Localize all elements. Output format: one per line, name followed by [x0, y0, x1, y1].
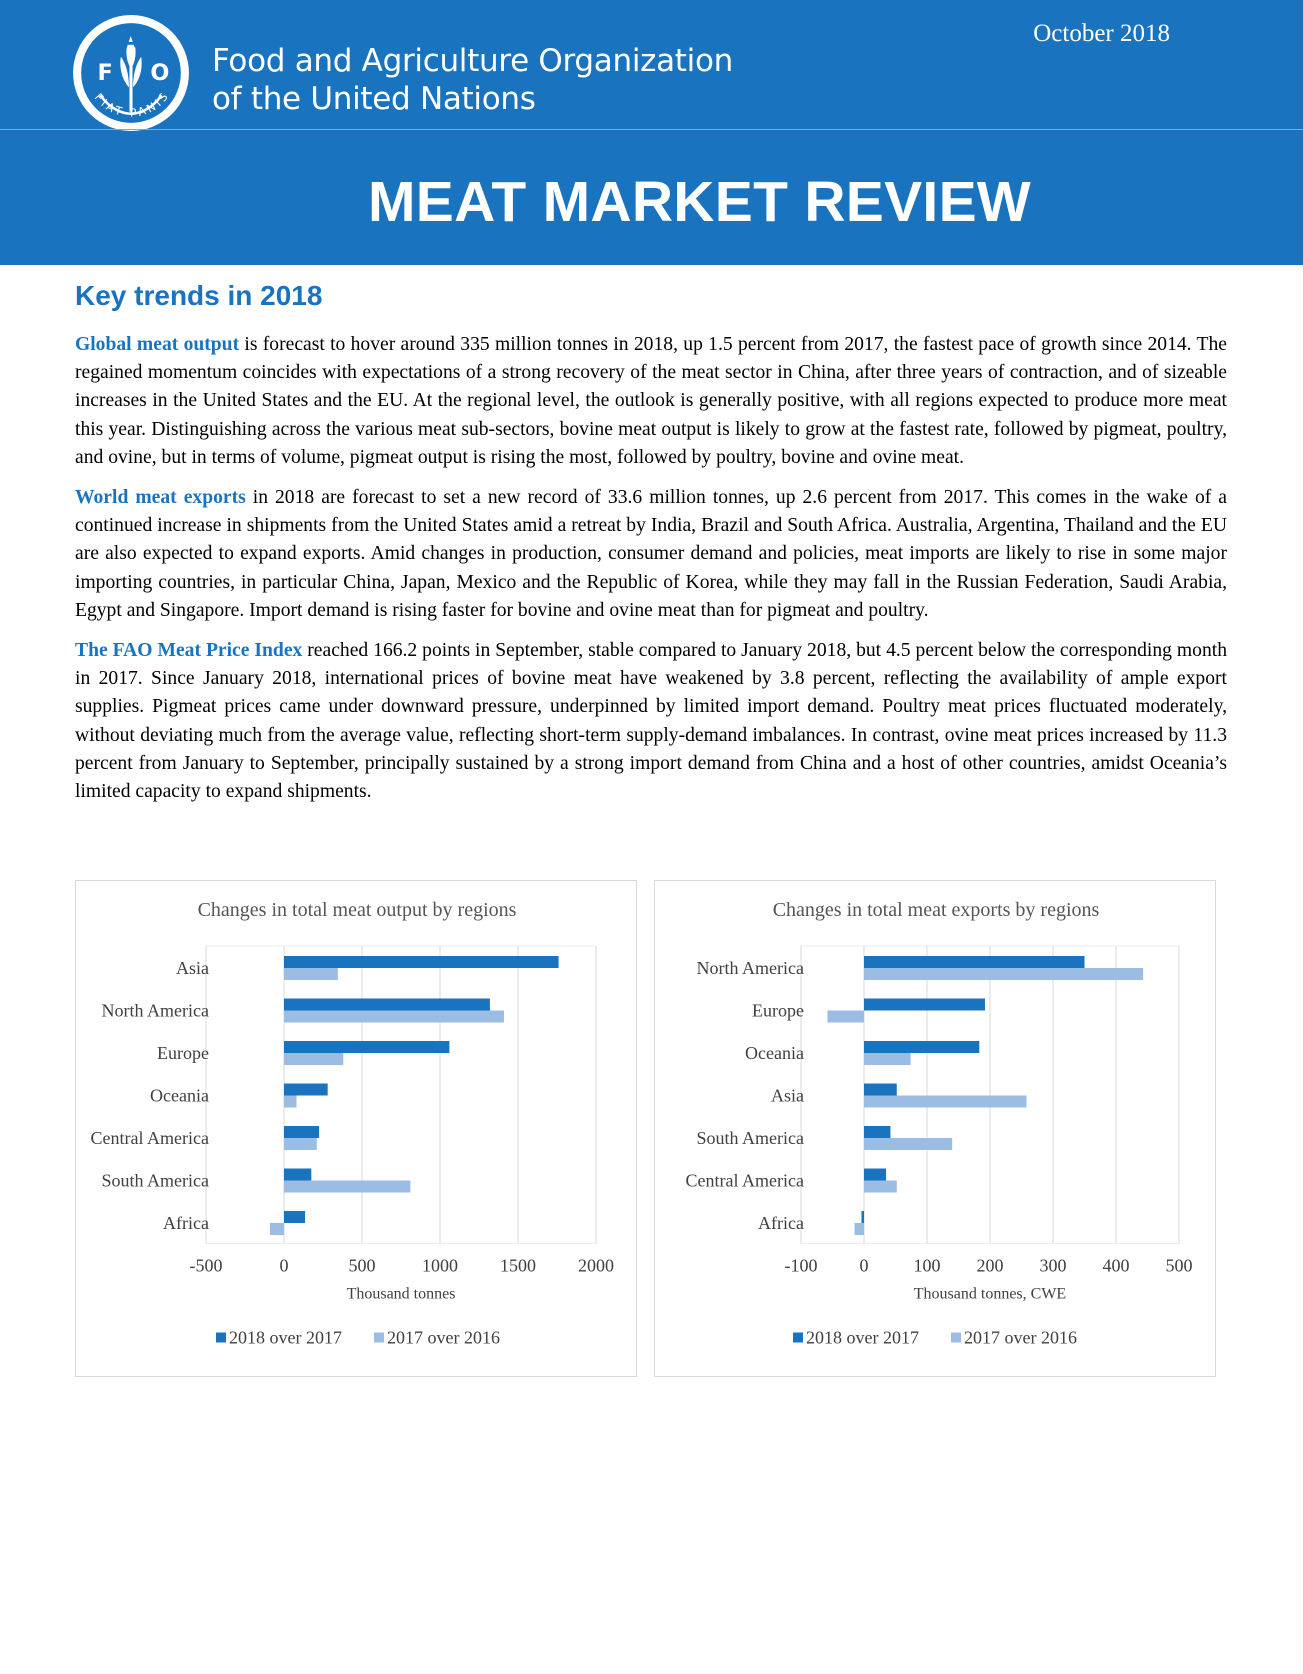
x-axis-label: Thousand tonnes, CWE [914, 1286, 1066, 1303]
bar-series-2017 [284, 1095, 297, 1108]
bar-series-2018 [284, 1211, 306, 1223]
bar-series-2018 [864, 998, 985, 1011]
paragraph-body: reached 166.2 points in September, stabl… [75, 640, 1227, 803]
category-label: Oceania [150, 1086, 209, 1106]
category-label: Oceania [745, 1043, 804, 1063]
x-tick-label: -100 [785, 1256, 818, 1276]
x-tick-label: 2000 [578, 1256, 614, 1276]
body-text: Global meat output is forecast to hover … [75, 331, 1227, 818]
plot-area [205, 945, 597, 1244]
paragraph-lead: Global meat output [75, 334, 240, 355]
category-label: South America [697, 1128, 804, 1148]
category-label: North America [697, 958, 804, 978]
legend-swatch [374, 1332, 384, 1343]
bar-series-2017 [284, 968, 338, 980]
chart-title: Changes in total meat output by regions [198, 899, 517, 921]
bar-series-2017 [284, 1138, 317, 1150]
chart-exports: Changes in total meat exports by regions… [654, 880, 1216, 1377]
bar-series-2017 [269, 1223, 284, 1235]
category-label: Africa [163, 1213, 209, 1233]
category-label: Central America [686, 1171, 804, 1191]
logo-letter-a: A [123, 29, 139, 53]
bar-series-2018 [864, 1126, 891, 1138]
header-divider [0, 129, 1303, 130]
category-label: Central America [91, 1128, 209, 1148]
header-banner: F A O FIAT PANIS Food and Agriculture Or… [0, 0, 1303, 265]
page-title: MEAT MARKET REVIEW [368, 170, 1031, 234]
logo-letter-o: O [150, 60, 169, 86]
organization-name: Food and Agriculture Organization of the… [212, 43, 733, 117]
x-tick-label: 100 [914, 1256, 941, 1276]
bar-series-2017 [284, 1180, 411, 1193]
bar-series-2018 [284, 998, 490, 1011]
bar-series-2018 [864, 1168, 887, 1181]
legend-swatch [951, 1332, 961, 1343]
bar-series-2017 [854, 1223, 864, 1235]
x-axis-label: Thousand tonnes [347, 1286, 456, 1303]
x-tick-label: 200 [977, 1256, 1004, 1276]
bar-series-2017 [864, 1053, 911, 1065]
bar-series-2017 [284, 1053, 344, 1065]
x-tick-label: 0 [280, 1256, 289, 1276]
bar-series-2018 [864, 956, 1085, 968]
paragraph-lead: The FAO Meat Price Index [75, 640, 303, 662]
paragraph-price-index: The FAO Meat Price Index reached 166.2 p… [75, 637, 1227, 806]
bar-series-2017 [827, 1010, 864, 1023]
category-label: Africa [758, 1213, 804, 1233]
category-label: North America [102, 1001, 209, 1021]
bar-series-2017 [864, 1138, 953, 1150]
bar-series-2018 [864, 1083, 897, 1096]
paragraph-output: Global meat output is forecast to hover … [75, 331, 1227, 472]
x-tick-label: 0 [860, 1256, 869, 1276]
fao-logo-icon: F A O FIAT PANIS [73, 15, 189, 131]
bar-series-2018 [284, 1083, 328, 1096]
issue-date: October 2018 [1033, 20, 1170, 47]
x-tick-label: 500 [1166, 1256, 1193, 1276]
bar-series-2017 [864, 968, 1144, 980]
x-tick-label: 400 [1103, 1256, 1130, 1276]
paragraph-exports: World meat exports in 2018 are forecast … [75, 484, 1227, 625]
paragraph-lead: World meat exports [75, 487, 246, 509]
bar-series-2017 [284, 1010, 504, 1023]
legend-label: 2017 over 2016 [964, 1328, 1077, 1348]
bar-series-2018 [861, 1211, 864, 1223]
bar-series-2018 [284, 1168, 312, 1181]
x-tick-label: 500 [349, 1256, 376, 1276]
bar-series-2018 [284, 1126, 320, 1138]
legend-label: 2017 over 2016 [387, 1328, 500, 1348]
category-label: South America [102, 1171, 209, 1191]
chart-output-svg: Changes in total meat output by regions -… [91, 899, 614, 1348]
category-label: Europe [157, 1043, 209, 1063]
logo-letter-f: F [97, 60, 112, 86]
bar-series-2018 [284, 1041, 450, 1053]
bar-series-2018 [284, 956, 559, 968]
chart-output: Changes in total meat output by regions -… [75, 880, 637, 1377]
x-tick-label: 300 [1040, 1256, 1067, 1276]
legend-swatch [216, 1332, 226, 1343]
bar-series-2017 [864, 1180, 897, 1193]
category-label: Europe [752, 1001, 804, 1021]
x-tick-label: 1000 [422, 1256, 458, 1276]
category-label: Asia [176, 958, 209, 978]
paragraph-body: is forecast to hover around 335 million … [75, 334, 1227, 468]
x-tick-label: -500 [190, 1256, 223, 1276]
x-tick-label: 1500 [500, 1256, 536, 1276]
bar-series-2017 [864, 1095, 1027, 1108]
legend-label: 2018 over 2017 [229, 1328, 342, 1348]
chart-title: Changes in total meat exports by regions [773, 899, 1100, 921]
section-title: Key trends in 2018 [75, 280, 323, 311]
bar-series-2018 [864, 1041, 980, 1053]
legend-label: 2018 over 2017 [806, 1328, 919, 1348]
paragraph-body: in 2018 are forecast to set a new record… [75, 487, 1227, 621]
chart-exports-svg: Changes in total meat exports by regions… [686, 899, 1193, 1348]
category-label: Asia [771, 1086, 804, 1106]
legend-swatch [793, 1332, 803, 1343]
